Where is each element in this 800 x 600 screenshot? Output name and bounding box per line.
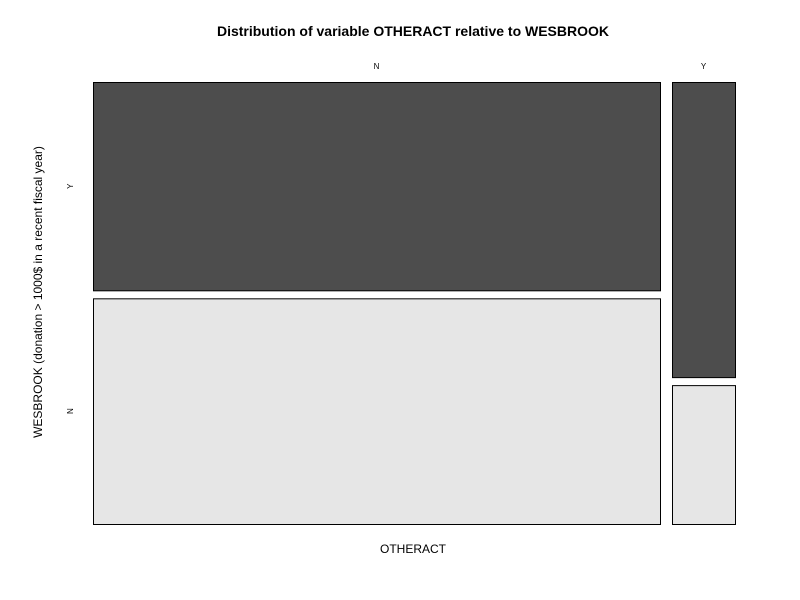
y-tick-Y: Y (66, 183, 75, 189)
x-tick-N: N (374, 62, 380, 71)
chart-title: Distribution of variable OTHERACT relati… (217, 23, 609, 39)
x-axis-label: OTHERACT (380, 542, 447, 556)
tick-labels: N Y N Y (66, 62, 707, 414)
tile-Y-N (672, 385, 736, 525)
tile-N-N (93, 298, 661, 525)
tile-N-Y (93, 82, 661, 292)
tile-Y-Y (672, 82, 736, 379)
mosaic-tiles (93, 82, 736, 525)
x-tick-Y: Y (701, 62, 707, 71)
y-tick-N: N (66, 408, 75, 414)
y-axis-label: WESBROOK (donation > 1000$ in a recent f… (31, 146, 45, 438)
